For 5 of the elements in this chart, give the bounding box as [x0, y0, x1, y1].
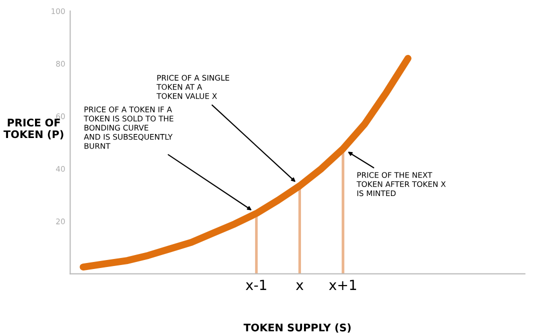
- x-tick-label: x-1: [246, 280, 266, 290]
- x-axis-title: TOKEN SUPPLY (S): [244, 323, 351, 333]
- x-tick-label: x+1: [329, 280, 356, 290]
- x-tick-label: x: [296, 282, 304, 290]
- y-axis-title: PRICE OF TOKEN (P): [4, 118, 64, 140]
